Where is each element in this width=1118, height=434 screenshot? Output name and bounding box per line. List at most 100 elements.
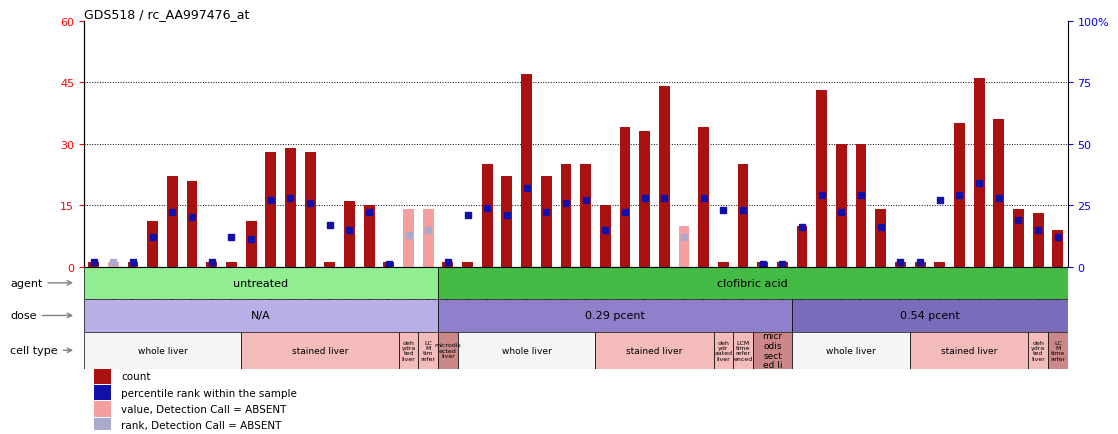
Bar	[344, 201, 354, 267]
Text: deh
ydr
aated
liver: deh ydr aated liver	[714, 340, 732, 361]
Bar	[639, 132, 650, 267]
Bar	[679, 226, 690, 267]
Text: deh
ydra
ted
liver: deh ydra ted liver	[401, 340, 416, 361]
Bar	[733, 332, 752, 369]
Bar	[94, 418, 112, 433]
Bar	[777, 263, 788, 267]
Bar	[207, 263, 217, 267]
Bar	[600, 206, 610, 267]
Bar	[954, 124, 965, 267]
Text: value, Detection Call = ABSENT: value, Detection Call = ABSENT	[121, 404, 286, 414]
Bar	[580, 165, 591, 267]
Bar	[94, 368, 112, 384]
Text: N/A: N/A	[252, 311, 271, 321]
Bar	[241, 332, 399, 369]
Bar	[619, 128, 631, 267]
Bar	[324, 263, 335, 267]
Bar	[88, 263, 100, 267]
Text: GDS518 / rc_AA997476_at: GDS518 / rc_AA997476_at	[84, 7, 249, 20]
Text: stained liver: stained liver	[626, 346, 683, 355]
Text: whole liver: whole liver	[138, 346, 188, 355]
Bar	[1029, 332, 1048, 369]
Text: clofibric acid: clofibric acid	[718, 278, 788, 288]
Bar	[482, 165, 493, 267]
Bar	[305, 152, 315, 267]
Bar	[793, 332, 910, 369]
Bar	[1048, 332, 1068, 369]
Bar	[167, 177, 178, 267]
Bar	[1013, 210, 1024, 267]
Bar	[896, 263, 906, 267]
Bar	[404, 210, 414, 267]
Bar	[148, 222, 158, 267]
Bar	[738, 165, 748, 267]
Text: LC
M
time
refer: LC M time refer	[1050, 340, 1065, 361]
Bar	[443, 263, 453, 267]
Bar	[462, 263, 473, 267]
Bar	[521, 75, 532, 267]
Bar	[910, 332, 1029, 369]
Bar	[423, 210, 434, 267]
Bar	[457, 332, 596, 369]
Bar	[187, 181, 198, 267]
Bar	[659, 87, 670, 267]
Bar	[793, 299, 1068, 332]
Text: untreated: untreated	[234, 278, 288, 288]
Bar	[418, 332, 438, 369]
Bar	[994, 120, 1004, 267]
Bar	[94, 385, 112, 400]
Bar	[363, 206, 375, 267]
Text: 0.29 pcent: 0.29 pcent	[585, 311, 645, 321]
Text: whole liver: whole liver	[502, 346, 551, 355]
Bar	[84, 332, 241, 369]
Text: 0.54 pcent: 0.54 pcent	[900, 311, 960, 321]
Text: microdis
ected
liver: microdis ected liver	[435, 342, 462, 358]
Bar	[915, 263, 926, 267]
Bar	[438, 267, 1068, 299]
Bar	[797, 226, 807, 267]
Bar	[438, 332, 457, 369]
Bar	[285, 148, 296, 267]
Text: cell type: cell type	[10, 345, 72, 355]
Bar	[718, 263, 729, 267]
Bar	[1052, 230, 1063, 267]
Bar	[502, 177, 512, 267]
Bar	[108, 263, 119, 267]
Bar	[935, 263, 945, 267]
Bar	[84, 299, 438, 332]
Bar	[246, 222, 256, 267]
Bar	[699, 128, 709, 267]
Text: deh
ydra
ted
liver: deh ydra ted liver	[1031, 340, 1045, 361]
Text: count: count	[121, 371, 151, 381]
Bar	[94, 401, 112, 417]
Text: whole liver: whole liver	[826, 346, 877, 355]
Text: stained liver: stained liver	[941, 346, 997, 355]
Text: agent: agent	[10, 278, 72, 288]
Text: percentile rank within the sample: percentile rank within the sample	[121, 388, 297, 398]
Text: LC
M
tim
refer: LC M tim refer	[420, 340, 436, 361]
Text: dose: dose	[10, 311, 72, 321]
Bar	[226, 263, 237, 267]
Bar	[596, 332, 713, 369]
Bar	[757, 263, 768, 267]
Text: rank, Detection Call = ABSENT: rank, Detection Call = ABSENT	[121, 421, 282, 431]
Bar	[752, 332, 793, 369]
Bar	[875, 210, 887, 267]
Text: LCM
time
refer
enced: LCM time refer enced	[733, 340, 752, 361]
Bar	[383, 263, 395, 267]
Bar	[713, 332, 733, 369]
Bar	[84, 267, 438, 299]
Bar	[541, 177, 551, 267]
Bar	[855, 144, 866, 267]
Bar	[974, 79, 985, 267]
Bar	[1033, 214, 1043, 267]
Bar	[836, 144, 846, 267]
Bar	[560, 165, 571, 267]
Bar	[399, 332, 418, 369]
Text: stained liver: stained liver	[292, 346, 348, 355]
Text: micr
odis
sect
ed li: micr odis sect ed li	[762, 332, 783, 369]
Bar	[127, 263, 139, 267]
Bar	[438, 299, 793, 332]
Bar	[816, 91, 827, 267]
Bar	[265, 152, 276, 267]
